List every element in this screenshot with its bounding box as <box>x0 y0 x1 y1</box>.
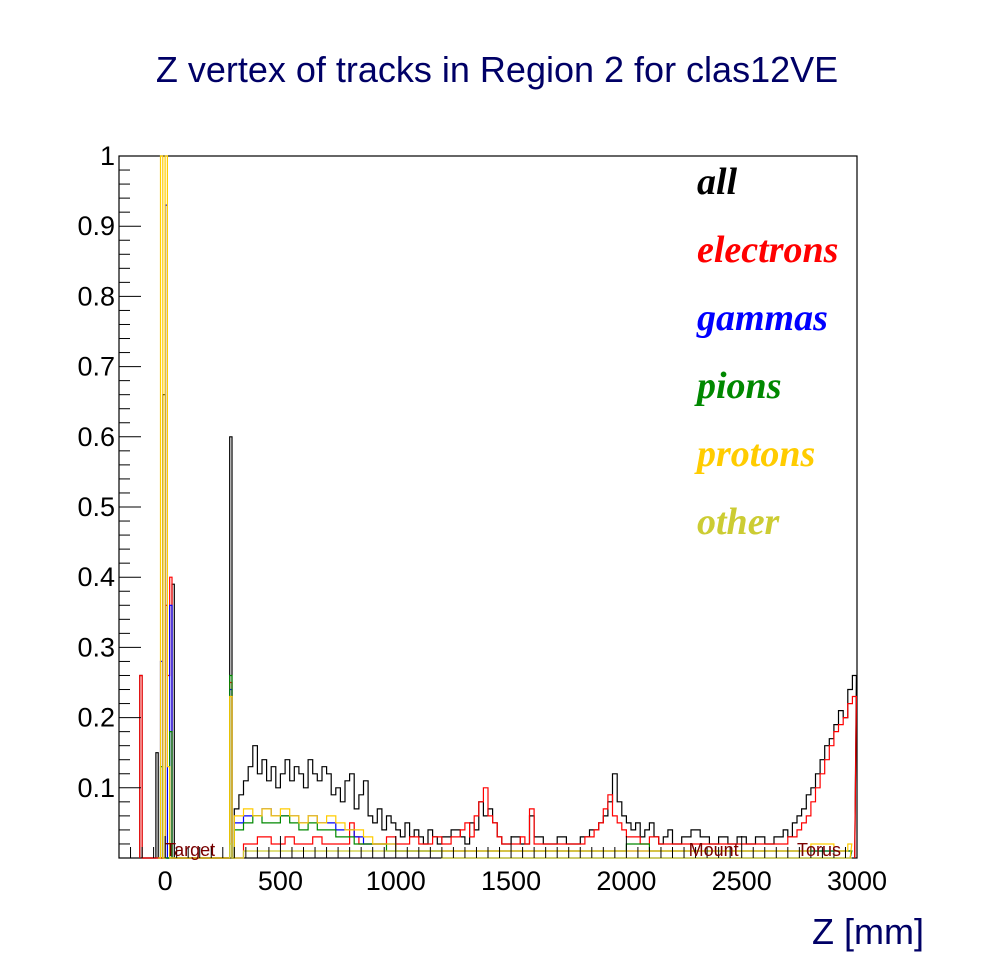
y-tick-label: 0.6 <box>77 422 115 452</box>
legend-item-pions: pions <box>694 365 781 407</box>
legend-item-protons: protons <box>694 433 815 475</box>
y-tick-label: 0.2 <box>77 703 115 733</box>
y-axis: 0.1 0.2 0.3 0.4 0.5 0.6 0.7 0.8 0.9 1 <box>77 141 141 845</box>
legend-item-gammas: gammas <box>696 297 828 339</box>
x-tick-label: 2500 <box>712 866 772 896</box>
series-electrons <box>139 576 858 859</box>
x-tick-label: 1500 <box>481 866 541 896</box>
y-tick-label: 1 <box>100 141 115 171</box>
legend-item-other: other <box>697 501 781 543</box>
annotation-mount: Mount <box>689 840 739 860</box>
y-tick-label: 0.8 <box>77 281 115 311</box>
y-tick-label: 0.1 <box>77 773 115 803</box>
x-tick-label: 3000 <box>827 866 887 896</box>
y-tick-label: 0.7 <box>77 352 115 382</box>
annotation-target: Target <box>165 840 215 860</box>
y-tick-label: 0.3 <box>77 632 115 662</box>
annotation-torus: Torus <box>797 840 841 860</box>
y-tick-label: 0.5 <box>77 492 115 522</box>
x-axis-label: Z [mm] <box>812 911 924 952</box>
legend-item-electrons: electrons <box>697 229 838 271</box>
x-tick-label: 500 <box>258 866 303 896</box>
x-axis: 0 500 1000 1500 2000 2500 3000 <box>118 836 887 896</box>
annotations: Target Mount Torus <box>165 840 841 860</box>
chart-title: Z vertex of tracks in Region 2 for clas1… <box>156 49 838 90</box>
series-pions <box>159 674 853 859</box>
legend: all electrons gammas pions protons other <box>694 161 838 543</box>
y-tick-label: 0.9 <box>77 211 115 241</box>
x-tick-label: 0 <box>158 866 173 896</box>
legend-item-all: all <box>697 161 738 203</box>
y-tick-label: 0.4 <box>77 562 115 592</box>
x-tick-label: 2000 <box>596 866 656 896</box>
x-tick-label: 1000 <box>366 866 426 896</box>
